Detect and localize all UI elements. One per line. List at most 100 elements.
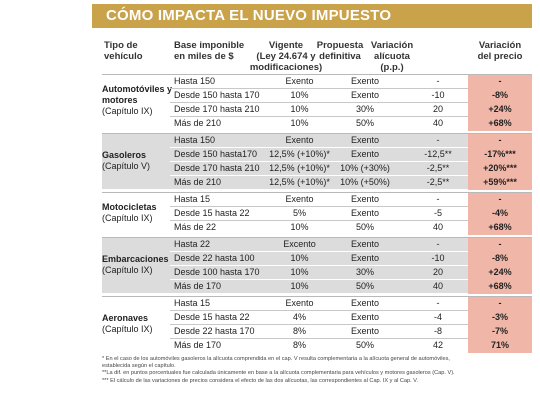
table-row: Desde 15 hasta 22 4% Exento -4 -3%: [170, 311, 532, 325]
table-title: CÓMO IMPACTA EL NUEVO IMPUESTO: [92, 4, 532, 28]
header-base-line: en miles de $: [174, 51, 234, 62]
category-name: Embarcaciones: [102, 254, 169, 264]
cell-vigente: 10%: [290, 253, 309, 263]
footnote: **La dif. en puntos porcentuales fue cal…: [102, 370, 455, 377]
footnotes: * En el caso de los automóviles gasolero…: [102, 356, 532, 385]
cell-precio: -: [468, 297, 532, 311]
cell-vigente: 8%: [292, 326, 306, 336]
cell-vigente: 10%: [290, 90, 309, 100]
cell-base: Hasta 150: [174, 76, 216, 86]
cell-precio: -4%: [468, 207, 532, 221]
cell-base: Más de 22: [174, 222, 217, 232]
cell-propuesta: 30%: [355, 267, 374, 277]
cell-variacion: -: [436, 298, 440, 308]
table-row: Desde 22 hasta 100 10% Exento -10 -8%: [170, 252, 532, 266]
cell-base: Más de 210: [174, 177, 222, 187]
category-label: Motocicletas (Capítulo IX): [102, 202, 172, 224]
cell-precio: -17%***: [468, 148, 532, 162]
cell-propuesta: Exento: [350, 90, 380, 100]
cell-vigente: 10%: [290, 104, 309, 114]
cell-vigente: Exento: [285, 76, 314, 86]
cell-precio: +68%: [468, 280, 532, 294]
cell-precio: -7%: [468, 325, 532, 339]
table-row: Desde 170 hasta 210 10% 30% 20 +24%: [170, 103, 532, 117]
cell-variacion: 42: [432, 340, 443, 350]
header-base-line: Base imponible: [174, 40, 245, 51]
table-group-aeronaves: Aeronaves (Capítulo IX) Hasta 15 Exento …: [102, 296, 532, 353]
cell-variacion: -2,5**: [426, 177, 450, 187]
cell-propuesta: Exento: [350, 76, 380, 86]
cell-propuesta: 10% (+30%): [340, 163, 390, 173]
cell-base: Hasta 150: [174, 135, 216, 145]
header-propuesta-line: definitiva: [319, 51, 361, 62]
header-variacion-precio-line: Variación: [478, 40, 522, 51]
table-row: Más de 210 10% 50% 40 +68%: [170, 117, 532, 131]
cell-variacion: -10: [431, 90, 445, 100]
cell-propuesta: Exento: [350, 312, 380, 322]
footnote: establecida según el capítulo.: [102, 363, 176, 370]
cell-vigente: 4%: [292, 312, 306, 322]
category-name: Aeronaves: [102, 313, 149, 323]
cell-base: Hasta 22: [174, 239, 211, 249]
table-group-embarcaciones: Embarcaciones (Capítulo IX) Hasta 22 Exc…: [102, 237, 532, 294]
header-propuesta-line: Propuesta: [316, 40, 364, 51]
cell-base: Desde 170 hasta 210: [174, 104, 260, 114]
cell-precio: -: [468, 193, 532, 207]
cell-precio: -: [468, 134, 532, 148]
table-row: Más de 170 10% 50% 40 +68%: [170, 280, 532, 294]
cell-propuesta: Exento: [350, 253, 380, 263]
cell-propuesta: 10% (+50%): [340, 177, 390, 187]
header-variacion-precio: Variación del precio: [468, 40, 532, 62]
cell-vigente: Exento: [285, 298, 314, 308]
cell-vigente: 5%: [292, 208, 306, 218]
category-name: Automotóviles y: [102, 84, 173, 94]
header-propuesta: Propuesta definitiva: [310, 40, 370, 62]
category-name: Motocicletas: [102, 202, 157, 212]
table-row: Hasta 15 Exento Exento - -: [170, 297, 532, 311]
cell-variacion: 40: [432, 281, 443, 291]
table-row: Desde 100 hasta 170 10% 30% 20 +24%: [170, 266, 532, 280]
cell-precio: +59%***: [468, 176, 532, 190]
cell-propuesta: Exento: [350, 149, 380, 159]
cell-propuesta: 50%: [355, 118, 374, 128]
cell-variacion: -10: [431, 253, 445, 263]
header-tipo: Tipo de vehículo: [104, 40, 143, 62]
cell-precio: -8%: [468, 252, 532, 266]
cell-propuesta: Exento: [350, 194, 380, 204]
cell-vigente: 10%: [290, 222, 309, 232]
cell-base: Más de 210: [174, 118, 222, 128]
header-base: Base imponible en miles de $: [174, 40, 244, 62]
category-label: Automotóviles y motores (Capítulo IX): [102, 84, 172, 117]
cell-variacion: -2,5**: [426, 163, 450, 173]
header-vigente-line: (Ley 24.674 y: [256, 51, 316, 62]
table-group-automoviles: Automotóviles y motores (Capítulo IX) Ha…: [102, 74, 532, 131]
cell-variacion: 40: [432, 222, 443, 232]
table-row: Hasta 150 Exento Exento - -: [170, 134, 532, 148]
header-variacion-alicuota-line: (p.p.): [380, 62, 404, 73]
cell-propuesta: Exento: [350, 326, 380, 336]
cell-propuesta: 50%: [355, 222, 374, 232]
category-label: Gasoleros (Capítulo V): [102, 150, 172, 172]
cell-variacion: 20: [432, 267, 443, 277]
category-label: Aeronaves (Capítulo IX): [102, 313, 172, 335]
table-group-motocicletas: Motocicletas (Capítulo IX) Hasta 15 Exen…: [102, 192, 532, 235]
footnote: *** El cálculo de las variaciones de pre…: [102, 377, 419, 384]
header-variacion-alicuota: Variación alícuota (p.p.): [364, 40, 420, 73]
cell-precio: +68%: [468, 221, 532, 235]
header-vigente-line: Vigente: [268, 40, 304, 51]
cell-vigente: Exento: [285, 135, 314, 145]
header-variacion-alicuota-line: Variación: [370, 40, 414, 51]
cell-variacion: -5: [433, 208, 442, 218]
category-chapter: (Capítulo IX): [102, 213, 153, 223]
cell-precio: -: [468, 238, 532, 252]
cell-propuesta: Exento: [350, 135, 380, 145]
cell-precio: -3%: [468, 311, 532, 325]
cell-base: Hasta 15: [174, 194, 211, 204]
category-chapter: (Capítulo V): [102, 161, 151, 171]
cell-propuesta: Exento: [350, 208, 380, 218]
cell-precio: +24%: [468, 266, 532, 280]
table-row: Desde 150 hasta170 12,5% (+10%)* Exento …: [170, 148, 532, 162]
cell-propuesta: 50%: [355, 340, 374, 350]
cell-vigente: 10%: [290, 267, 309, 277]
cell-base: Desde 15 hasta 22: [174, 312, 250, 322]
